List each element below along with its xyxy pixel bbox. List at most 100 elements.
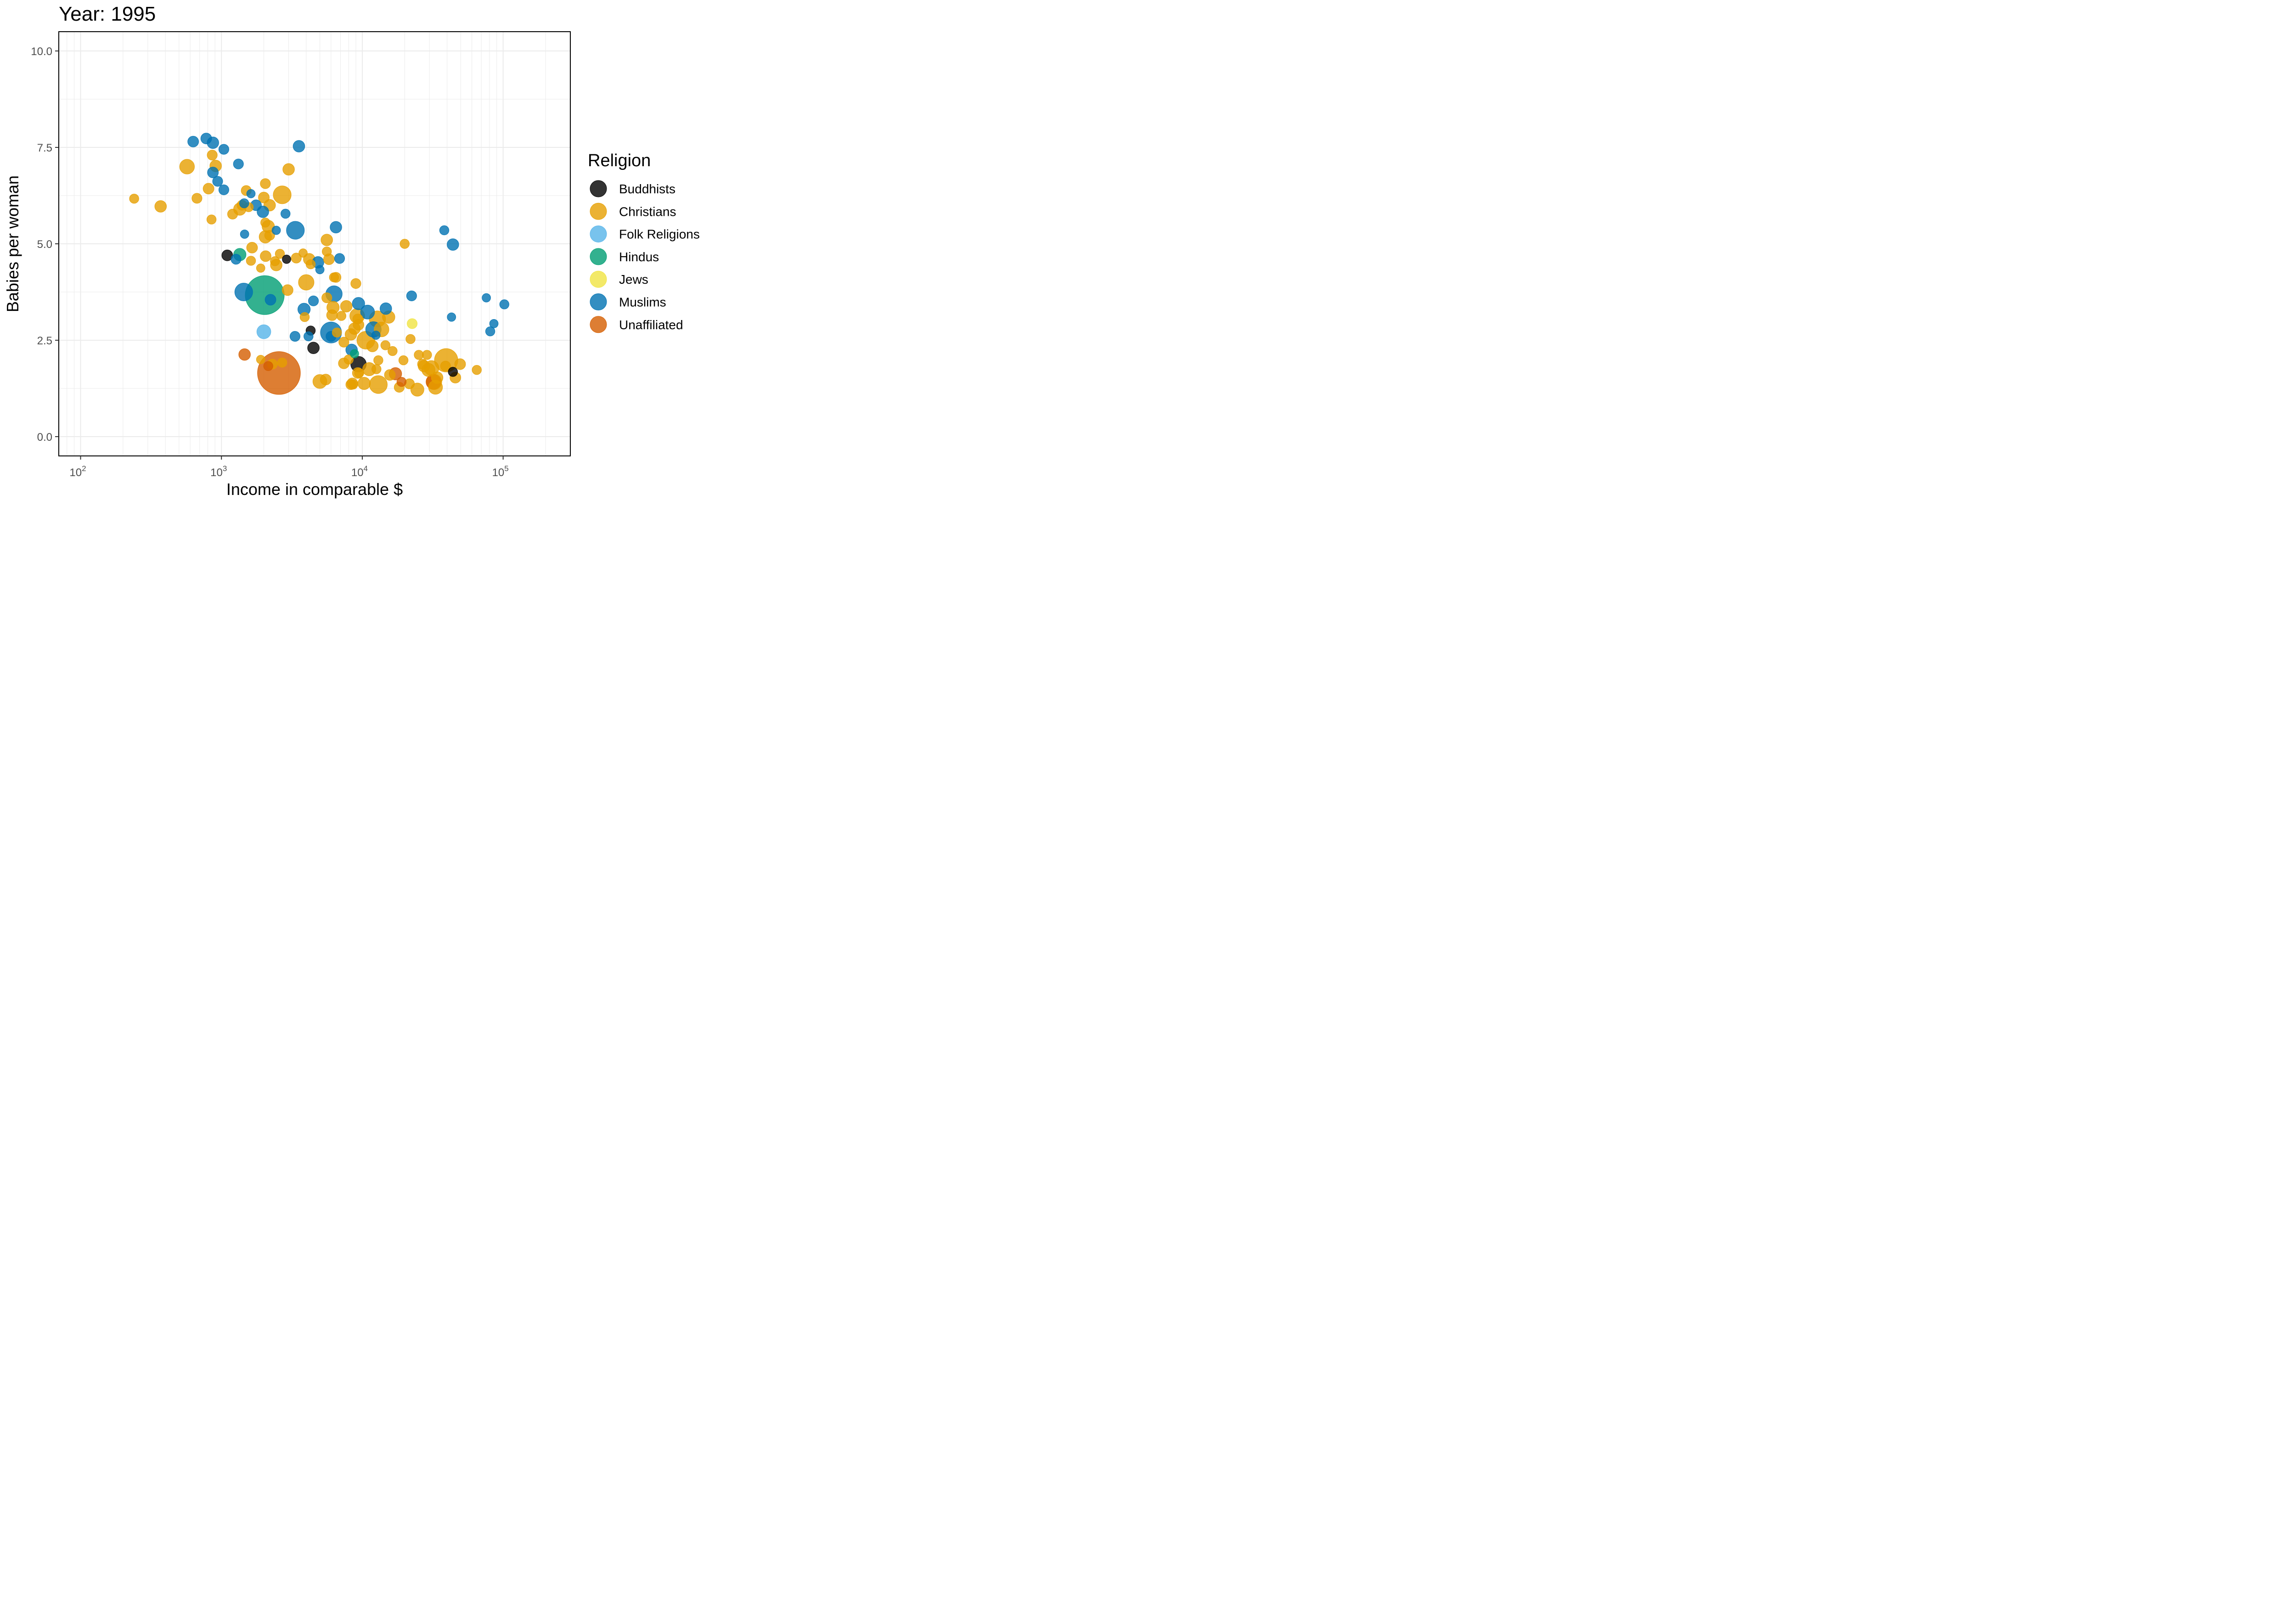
data-point xyxy=(348,379,358,390)
data-point xyxy=(422,350,432,360)
data-point xyxy=(373,355,383,365)
data-point xyxy=(417,359,428,370)
data-point xyxy=(307,342,320,354)
legend: Religion Buddhists Christians Folk Religio… xyxy=(588,151,700,333)
x-tick-label: 102 xyxy=(69,464,86,479)
data-point xyxy=(207,150,218,161)
data-point xyxy=(129,194,139,204)
data-point xyxy=(329,272,339,282)
data-point xyxy=(212,176,223,187)
data-point xyxy=(239,198,249,208)
x-tick-label: 103 xyxy=(210,464,227,479)
data-point xyxy=(350,278,361,289)
legend-label: Buddhists xyxy=(619,182,675,196)
y-tick-label: 5.0 xyxy=(37,238,52,251)
data-point xyxy=(281,208,291,219)
data-point xyxy=(352,314,363,325)
y-axis-title: Babies per woman xyxy=(3,175,22,312)
data-point xyxy=(282,254,291,264)
data-points xyxy=(129,133,509,397)
data-point xyxy=(326,309,338,321)
x-tick-label: 104 xyxy=(351,464,368,479)
legend-key xyxy=(590,202,607,220)
data-point xyxy=(264,294,276,306)
legend-label: Muslims xyxy=(619,295,666,309)
data-point xyxy=(227,208,238,219)
legend-key xyxy=(590,270,607,288)
data-point xyxy=(263,361,273,371)
data-point xyxy=(472,365,482,375)
data-point xyxy=(218,144,230,155)
legend-key xyxy=(590,248,607,265)
data-point xyxy=(406,290,417,301)
x-axis: 102 103 104 105 xyxy=(69,456,509,479)
x-tick-label: 105 xyxy=(492,464,509,479)
data-point xyxy=(332,327,342,337)
data-point xyxy=(260,178,271,189)
data-point xyxy=(499,299,509,309)
x-axis-title: Income in comparable $ xyxy=(226,480,403,499)
chart-title: Year: 1995 xyxy=(59,3,156,25)
legend-label: Hindus xyxy=(619,250,659,264)
data-point xyxy=(320,374,332,386)
scatter-chart: Year: 1995 0.0 2.5 5.0 7.5 10.0 102 103 104 105… xyxy=(3,3,700,499)
data-point xyxy=(233,158,244,169)
data-point xyxy=(293,140,305,152)
y-tick-label: 7.5 xyxy=(37,142,52,154)
data-point xyxy=(330,221,342,234)
data-point xyxy=(231,254,242,265)
data-point xyxy=(298,274,315,291)
data-point xyxy=(291,253,302,264)
data-point xyxy=(321,234,333,246)
legend-label: Jews xyxy=(619,272,648,287)
legend-label: Christians xyxy=(619,204,676,219)
data-point xyxy=(179,159,195,174)
data-point xyxy=(439,225,450,236)
data-point xyxy=(384,369,396,381)
data-point xyxy=(191,193,203,204)
legend-label: Unaffiliated xyxy=(619,318,683,332)
data-point xyxy=(448,367,458,377)
data-point xyxy=(154,200,167,213)
data-point xyxy=(447,238,459,251)
data-point xyxy=(343,354,354,365)
data-point xyxy=(431,371,444,384)
legend-title: Religion xyxy=(588,151,651,170)
data-point xyxy=(322,247,332,257)
y-tick-label: 2.5 xyxy=(37,335,52,347)
data-point xyxy=(352,297,365,310)
data-point xyxy=(282,163,295,176)
data-point xyxy=(286,221,305,240)
data-point xyxy=(246,242,258,253)
data-point xyxy=(275,249,285,259)
data-point xyxy=(238,348,251,361)
y-axis: 0.0 2.5 5.0 7.5 10.0 xyxy=(31,45,59,444)
data-point xyxy=(277,358,287,368)
data-point xyxy=(338,337,349,348)
data-point xyxy=(270,256,280,266)
data-point xyxy=(357,376,371,390)
data-point xyxy=(454,358,466,370)
y-tick-label: 10.0 xyxy=(31,45,52,58)
data-point xyxy=(271,225,281,235)
data-point xyxy=(380,340,391,350)
data-point xyxy=(321,292,332,303)
data-point xyxy=(289,331,301,342)
data-point xyxy=(305,259,316,270)
data-point xyxy=(489,319,499,328)
data-point xyxy=(264,230,275,241)
data-point xyxy=(200,133,212,145)
legend-key xyxy=(590,225,607,243)
data-point xyxy=(380,302,392,315)
legend-label: Folk Religions xyxy=(619,227,700,242)
data-point xyxy=(315,265,325,275)
data-point xyxy=(187,136,199,147)
data-point xyxy=(334,253,345,264)
data-point xyxy=(371,364,382,374)
data-point xyxy=(299,312,310,322)
data-point xyxy=(354,368,364,378)
data-point xyxy=(440,360,451,371)
data-point xyxy=(407,318,418,329)
legend-key xyxy=(590,316,607,333)
legend-key xyxy=(590,293,607,310)
